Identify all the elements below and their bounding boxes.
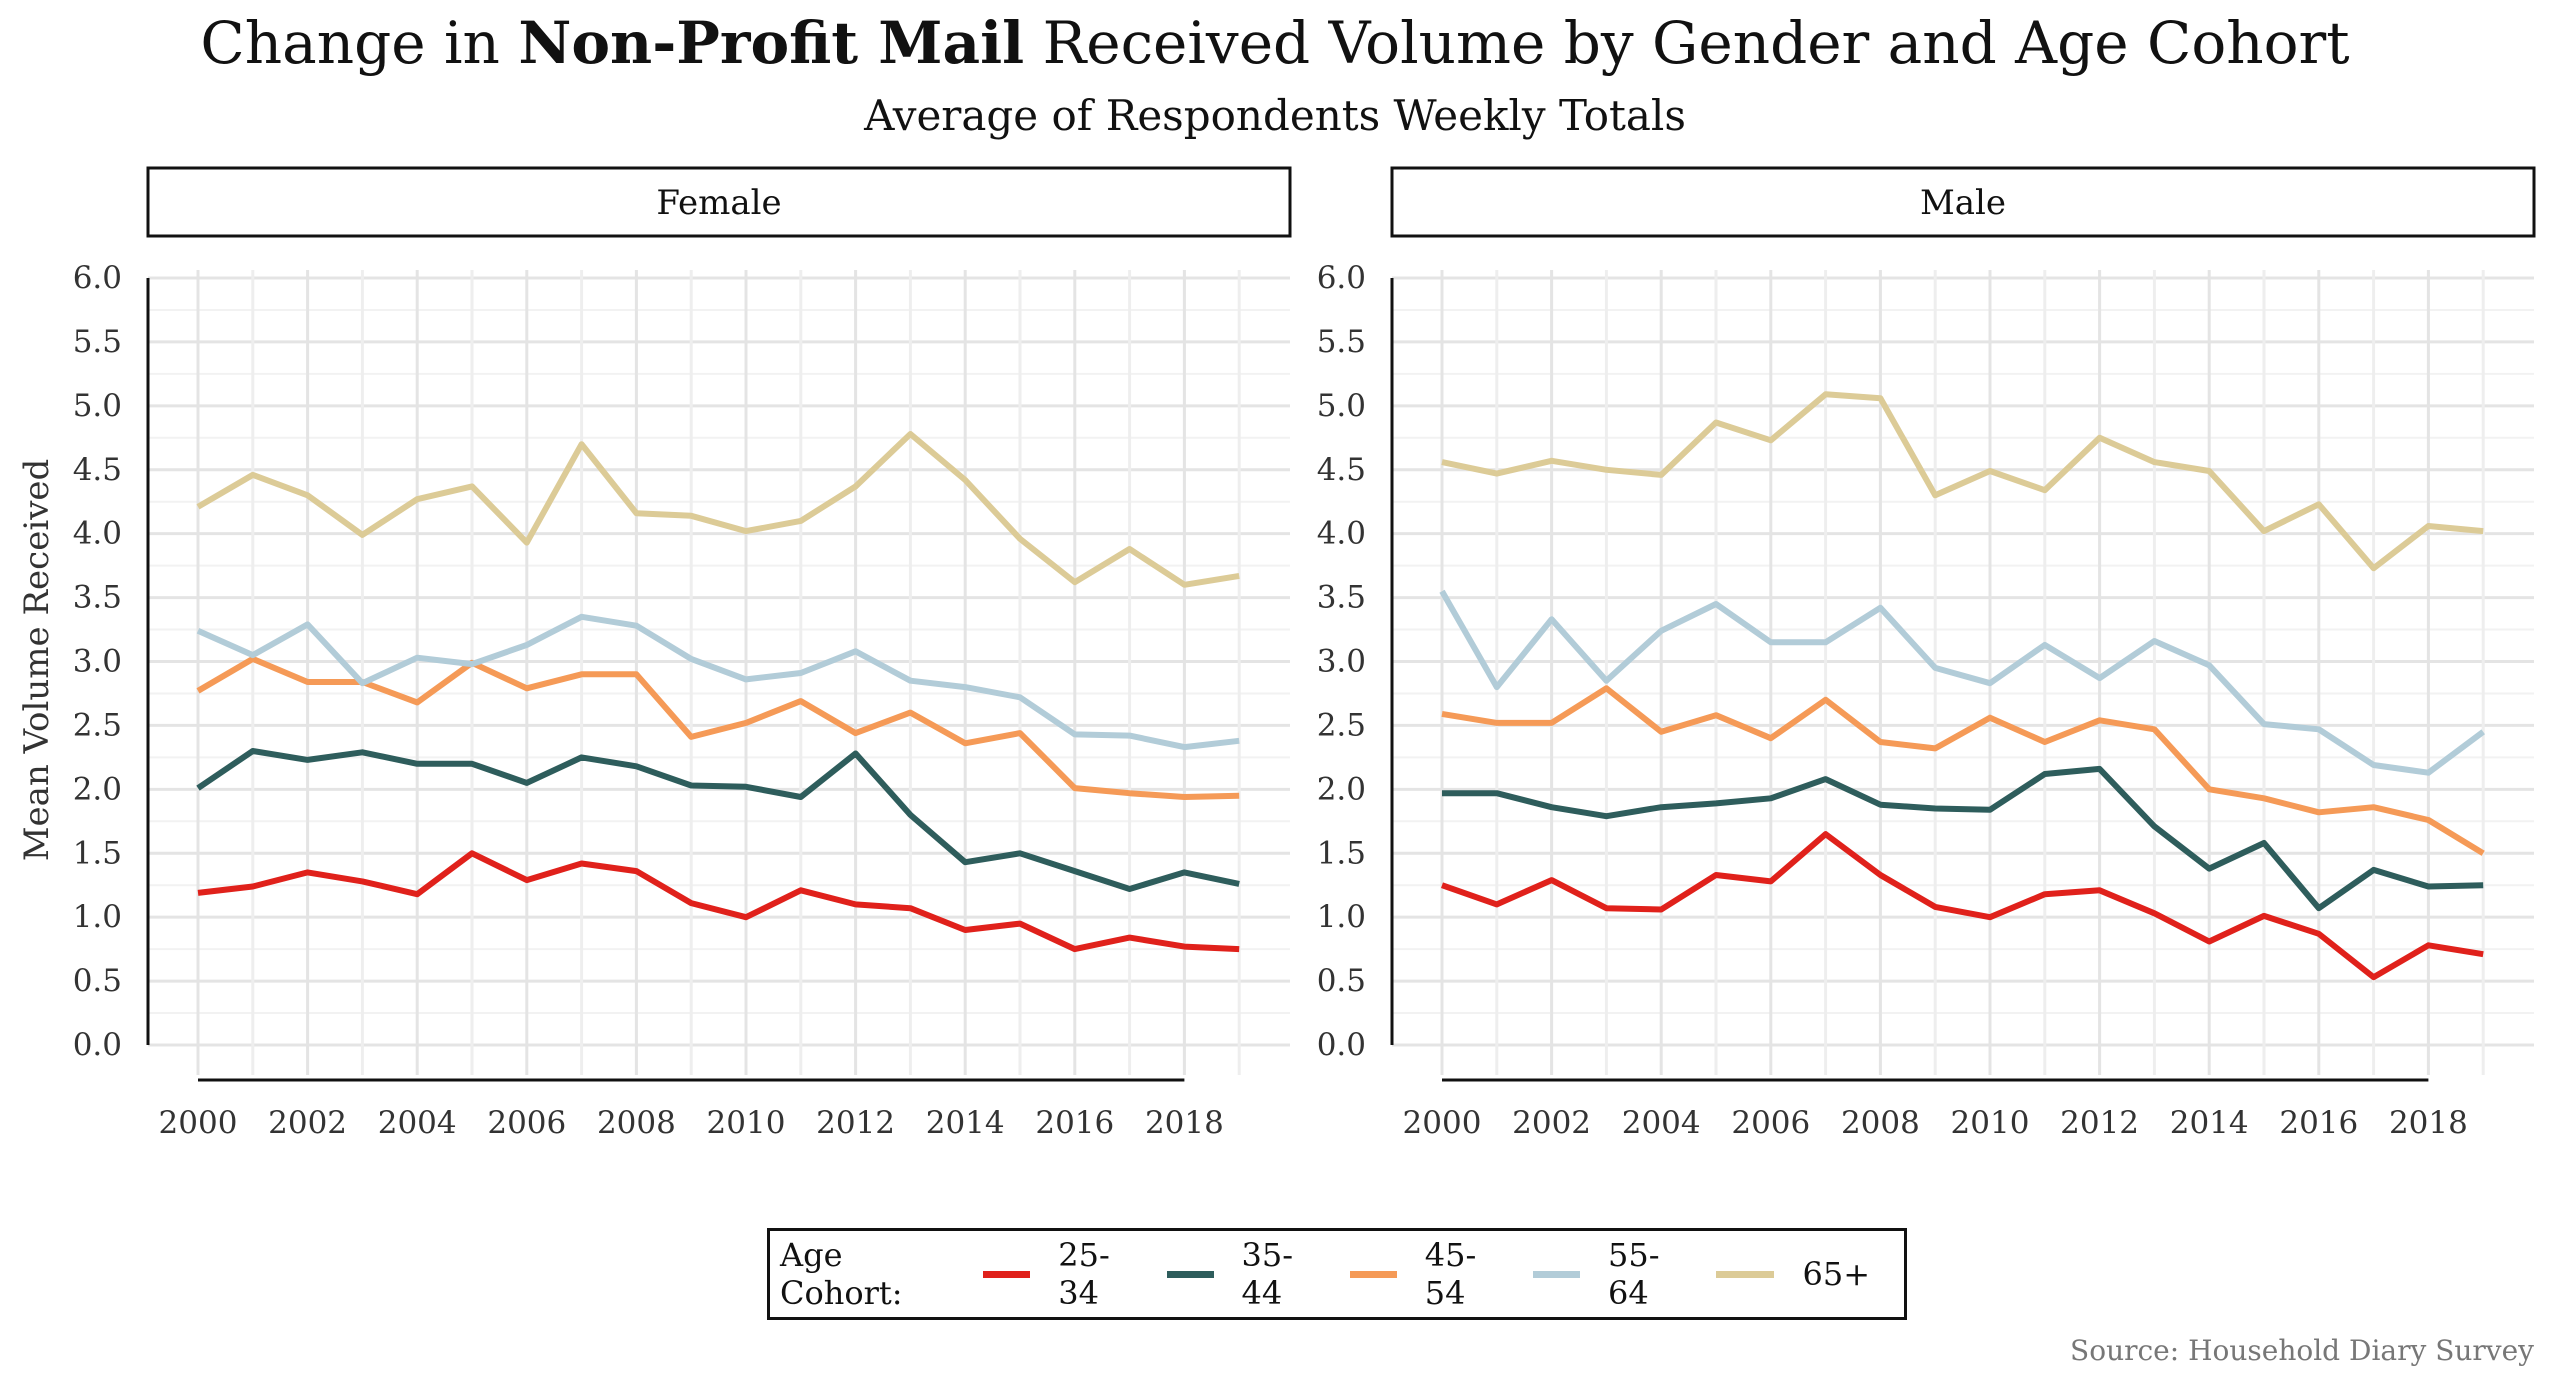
y-axis-title: Mean Volume Received <box>17 459 57 862</box>
y-tick-label: 2.5 <box>1317 707 1366 743</box>
legend-label: 45-54 <box>1424 1236 1477 1312</box>
y-tick-label: 3.5 <box>73 580 122 616</box>
legend-item-35-44: 35-44 <box>1166 1236 1316 1312</box>
y-tick-label: 1.5 <box>73 835 122 871</box>
y-tick-label: 4.5 <box>1317 452 1366 488</box>
facet-strip <box>146 166 1292 238</box>
x-tick-label: 2010 <box>707 1105 786 1141</box>
x-tick-label: 2014 <box>926 1105 1005 1141</box>
x-tick-label: 2000 <box>1403 1105 1482 1141</box>
x-tick-label: 2004 <box>1622 1105 1701 1141</box>
legend-item-25-34: 25-34 <box>983 1236 1132 1312</box>
x-tick-label: 2008 <box>1841 1105 1920 1141</box>
y-tick-label: 5.0 <box>1317 388 1366 424</box>
legend-swatch <box>1533 1270 1581 1278</box>
legend-label: 35-44 <box>1241 1236 1294 1312</box>
series-line-55-64 <box>196 613 1240 751</box>
legend: Age Cohort: 25-34 35-44 45-54 55-64 65+ <box>767 1228 1907 1320</box>
y-tick-label: 6.0 <box>1317 260 1366 296</box>
x-tick-label: 2000 <box>159 1105 238 1141</box>
chart-subtitle: Average of Respondents Weekly Totals <box>864 91 1686 140</box>
x-tick-label: 2014 <box>2170 1105 2249 1141</box>
facet-label: Female <box>656 183 781 223</box>
series-line-65plus <box>1441 391 2484 572</box>
legend-title: Age Cohort: <box>780 1236 903 1312</box>
panel-female: Female 0.0 0.5 1.0 1.5 2.0 2.5 3.0 3.5 4.0 4.5 5.0 5… <box>73 166 1292 1141</box>
legend-swatch <box>983 1270 1031 1278</box>
y-tick-label: 0.0 <box>73 1027 122 1063</box>
series-line-55-64 <box>1439 589 2485 776</box>
x-tick-label: 2002 <box>268 1105 347 1141</box>
y-tick-label: 4.5 <box>73 452 122 488</box>
legend-swatch <box>1349 1270 1397 1278</box>
legend-item-45-54: 45-54 <box>1349 1236 1499 1312</box>
y-tick-label: 4.0 <box>73 516 122 552</box>
y-tick-label: 5.0 <box>73 388 122 424</box>
series-line-35-44 <box>196 748 1240 892</box>
title-suffix: Received Volume by Gender and Age Cohort <box>1024 9 2350 77</box>
series-line-45-54 <box>196 655 1240 800</box>
y-tick-label: 5.5 <box>1317 324 1366 360</box>
series-line-25-34 <box>197 850 1240 953</box>
x-tick-label: 2018 <box>1145 1105 1224 1141</box>
y-tick-label: 2.0 <box>73 771 122 807</box>
x-tick-label: 2016 <box>1035 1105 1114 1141</box>
x-tick-label: 2006 <box>1731 1105 1810 1141</box>
x-tick-label: 2010 <box>1951 1105 2030 1141</box>
x-tick-label: 2016 <box>2279 1105 2358 1141</box>
y-tick-label: 0.0 <box>1317 1027 1366 1063</box>
x-tick-label: 2006 <box>487 1105 566 1141</box>
x-tick-label: 2012 <box>2060 1105 2139 1141</box>
y-tick-label: 1.5 <box>1317 835 1366 871</box>
legend-item-55-64: 55-64 <box>1533 1236 1682 1312</box>
title-prefix: Change in <box>200 9 519 77</box>
y-tick-label: 4.0 <box>1317 516 1366 552</box>
source-note: Source: Household Diary Survey <box>2070 1334 2534 1367</box>
y-tick-label: 1.0 <box>73 899 122 935</box>
legend-label: 55-64 <box>1608 1236 1660 1312</box>
facet-strip <box>1390 166 2536 238</box>
legend-item-65plus: 65+ <box>1716 1255 1870 1293</box>
panel-male: Male 0.0 0.5 1.0 1.5 2.0 2.5 3.0 3.5 4.0 4.5 5.0 5.5… <box>1317 166 2536 1141</box>
y-tick-label: 2.0 <box>1317 771 1366 807</box>
y-tick-label: 6.0 <box>73 260 122 296</box>
series-line-65plus <box>196 431 1240 588</box>
y-tick-label: 2.5 <box>73 707 122 743</box>
legend-swatch <box>1716 1270 1775 1278</box>
series-line-25-34 <box>1441 831 2484 981</box>
y-tick-label: 0.5 <box>1317 963 1366 999</box>
facet-label: Male <box>1920 183 2006 223</box>
series-line-45-54 <box>1441 685 2485 856</box>
legend-swatch <box>1166 1270 1214 1278</box>
y-tick-label: 5.5 <box>73 324 122 360</box>
y-tick-label: 3.0 <box>73 644 122 680</box>
x-tick-label: 2008 <box>597 1105 676 1141</box>
x-tick-label: 2004 <box>378 1105 457 1141</box>
chart-title: Change in Non-Profit Mail Received Volum… <box>0 8 2550 78</box>
series-line-35-44 <box>1442 765 2484 912</box>
title-bold: Non-Profit Mail <box>518 9 1025 77</box>
x-tick-label: 2002 <box>1512 1105 1591 1141</box>
legend-label: 65+ <box>1802 1255 1871 1293</box>
y-tick-label: 3.5 <box>1317 580 1366 616</box>
y-tick-label: 0.5 <box>73 963 122 999</box>
y-tick-label: 1.0 <box>1317 899 1366 935</box>
legend-label: 25-34 <box>1058 1236 1110 1312</box>
x-tick-label: 2012 <box>816 1105 895 1141</box>
x-tick-label: 2018 <box>2389 1105 2468 1141</box>
y-tick-label: 3.0 <box>1317 644 1366 680</box>
